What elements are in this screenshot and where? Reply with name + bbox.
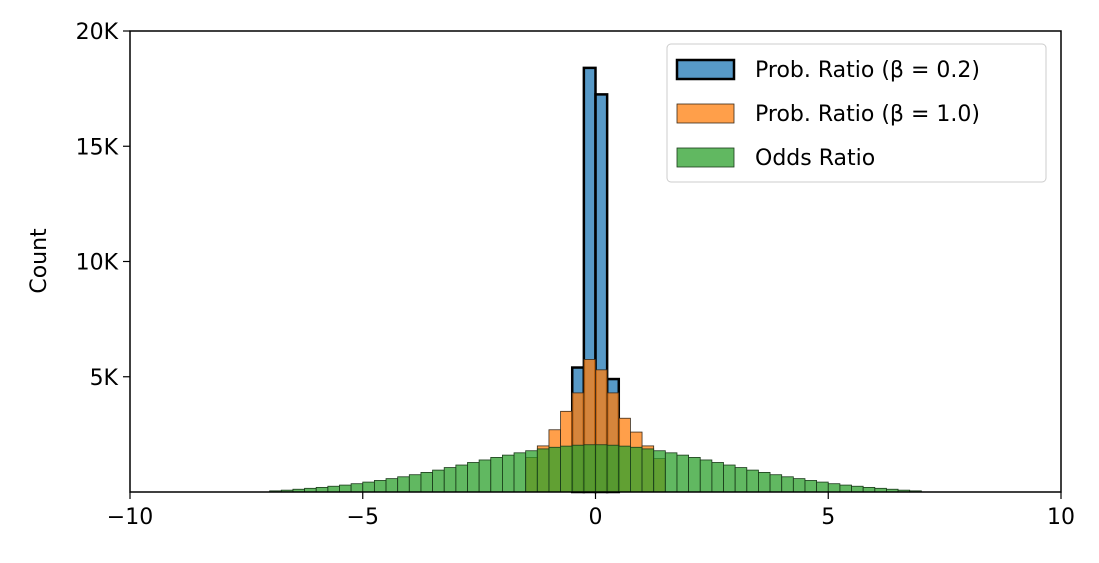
- histogram-bar: [816, 481, 829, 493]
- histogram-bar: [734, 467, 748, 493]
- histogram-bar: [478, 459, 492, 493]
- legend-box: [666, 43, 1047, 183]
- histogram-bar: [513, 452, 527, 493]
- histogram-bar: [641, 448, 655, 493]
- histogram-bar: [571, 444, 585, 493]
- histogram-bar: [408, 474, 422, 493]
- y-tick-label: 15K: [76, 135, 119, 160]
- histogram-bar: [467, 462, 480, 493]
- histogram-bar: [490, 457, 503, 493]
- histogram-bar: [758, 472, 771, 493]
- x-tick-label: −10: [107, 505, 153, 530]
- x-tick-label: 10: [1047, 505, 1075, 530]
- legend-label: Prob. Ratio (β = 1.0): [755, 102, 980, 127]
- histogram-bar: [327, 485, 340, 493]
- x-tick-label: 0: [589, 505, 603, 530]
- histogram-bar: [723, 464, 736, 493]
- histogram-bar: [350, 483, 364, 493]
- histogram-bar: [664, 452, 678, 493]
- histogram-bar: [595, 444, 608, 493]
- histogram-bar: [653, 450, 666, 493]
- histogram-bar: [536, 448, 550, 493]
- legend-label: Prob. Ratio (β = 0.2): [755, 58, 980, 83]
- histogram-bar: [455, 464, 468, 493]
- x-tick-label: 5: [821, 505, 835, 530]
- histogram-bar: [792, 478, 806, 493]
- histogram-bar: [711, 462, 724, 493]
- histogram-bar: [839, 484, 852, 493]
- histogram-bar: [746, 469, 759, 493]
- legend-swatch: [676, 103, 735, 124]
- histogram-bar: [827, 483, 841, 493]
- histogram-bar: [688, 457, 701, 493]
- histogram-bar: [339, 484, 352, 493]
- histogram-bar: [606, 444, 620, 493]
- histogram-bar: [362, 481, 375, 493]
- histogram-bar: [420, 472, 433, 493]
- histogram-bar: [385, 478, 399, 493]
- histogram-bar: [630, 446, 643, 493]
- histogram-bar: [699, 459, 713, 493]
- y-axis-label: Count: [27, 228, 52, 294]
- legend-label: Odds Ratio: [755, 146, 875, 171]
- histogram-bar: [501, 454, 515, 493]
- legend-swatch: [675, 58, 736, 81]
- y-tick-label: 10K: [76, 251, 119, 276]
- legend-swatch: [676, 147, 735, 168]
- histogram-bar: [583, 444, 596, 493]
- histogram-bar: [851, 485, 864, 493]
- histogram-bar: [525, 450, 538, 493]
- histogram-bar: [443, 467, 457, 493]
- histogram-bar: [560, 445, 573, 493]
- histogram-bar: [769, 474, 783, 493]
- histogram-bar: [548, 446, 561, 493]
- x-tick-label: −5: [347, 505, 379, 530]
- histogram-bar: [804, 480, 818, 493]
- y-tick-label: 5K: [90, 366, 119, 391]
- histogram-bar: [618, 445, 631, 493]
- histogram-bar: [373, 480, 387, 493]
- y-tick-label: 20K: [76, 20, 119, 45]
- histogram-bar: [781, 476, 794, 493]
- histogram-bar: [432, 469, 445, 493]
- histogram-bar: [397, 476, 410, 493]
- histogram-bar: [676, 454, 690, 493]
